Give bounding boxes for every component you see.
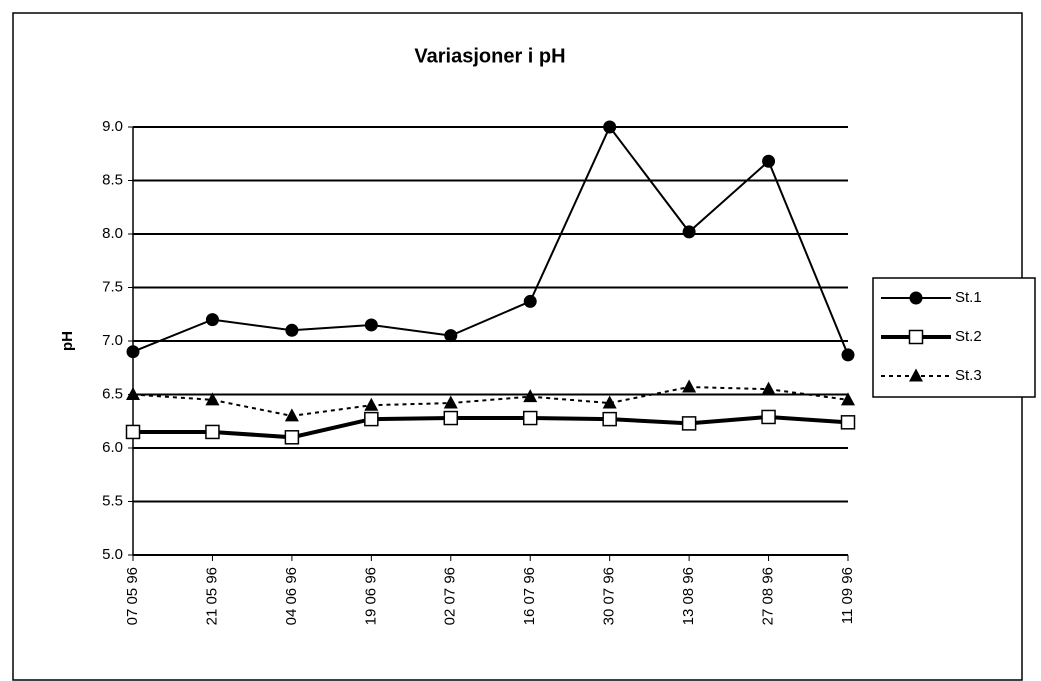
marker (522, 410, 538, 426)
marker (364, 397, 379, 411)
marker (908, 329, 924, 345)
marker (523, 389, 538, 403)
marker (285, 323, 299, 337)
marker (909, 368, 923, 382)
y-tick-label: 7.5 (102, 278, 123, 295)
y-tick-label: 5.5 (102, 492, 123, 509)
x-tick-label: 30 07 96 (601, 567, 618, 625)
series-line (132, 125, 849, 356)
chart-title: Variasjoner i pH (414, 45, 565, 67)
marker (602, 395, 617, 409)
marker (841, 392, 855, 406)
y-tick-label: 8.0 (102, 225, 123, 242)
marker (364, 318, 378, 332)
marker (841, 348, 855, 362)
x-tick-label: 19 06 96 (362, 567, 379, 625)
marker (761, 381, 776, 395)
y-tick-label: 6.0 (102, 439, 123, 456)
y-tick-label: 9.0 (102, 118, 123, 135)
marker (444, 329, 458, 343)
x-tick-label: 11 09 96 (839, 567, 856, 624)
series-line (132, 386, 849, 417)
marker (443, 410, 459, 426)
legend-label: St.1 (955, 289, 982, 306)
y-tick-label: 5.0 (102, 546, 123, 563)
marker (909, 291, 923, 305)
legend-label: St.2 (955, 328, 982, 345)
marker (762, 154, 776, 168)
marker (603, 120, 617, 134)
x-tick-label: 21 05 96 (203, 567, 220, 625)
marker (126, 387, 140, 400)
marker (443, 395, 458, 409)
marker (602, 411, 617, 427)
marker (364, 411, 379, 427)
marker (682, 379, 697, 393)
marker (523, 294, 537, 308)
legend-label: St.3 (955, 367, 982, 384)
marker (205, 313, 219, 327)
marker (125, 424, 141, 440)
marker (840, 415, 856, 430)
marker (682, 225, 696, 239)
series-line (133, 414, 849, 440)
chart-frame (12, 12, 1023, 681)
marker (761, 409, 776, 425)
y-axis-label: pH (59, 331, 76, 351)
marker (284, 430, 300, 445)
marker (205, 392, 220, 406)
x-tick-label: 16 07 96 (521, 567, 538, 625)
x-tick-label: 13 08 96 (680, 567, 697, 625)
x-tick-label: 07 05 96 (124, 567, 141, 625)
x-tick-label: 04 06 96 (283, 567, 300, 625)
y-tick-label: 8.5 (102, 171, 123, 188)
marker (205, 424, 220, 440)
x-tick-label: 27 08 96 (760, 567, 777, 625)
marker (284, 408, 299, 422)
marker (126, 345, 140, 359)
marker (681, 416, 697, 431)
y-tick-label: 6.5 (102, 385, 123, 402)
x-tick-label: 02 07 96 (442, 567, 459, 625)
y-tick-label: 7.0 (102, 332, 123, 349)
